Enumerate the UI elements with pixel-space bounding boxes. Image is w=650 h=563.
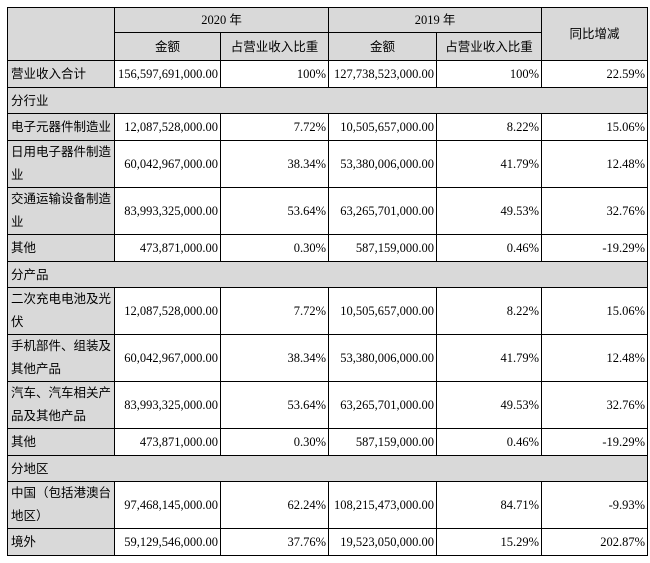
- share-2019: 49.53%: [436, 187, 543, 235]
- row-label: 二次充电电池及光伏: [7, 287, 115, 335]
- yoy-change: 12.48%: [541, 140, 649, 188]
- table-row: 其他 473,871,000.00 0.30% 587,159,000.00 0.46%…: [7, 428, 649, 456]
- amount-2019: 587,159,000.00: [328, 428, 438, 456]
- amount-2020: 60,042,967,000.00: [114, 334, 221, 382]
- yoy-change: -19.29%: [541, 428, 649, 456]
- section-row: 分产品: [6, 261, 649, 288]
- row-label: 其他: [7, 234, 115, 262]
- share-2020: 38.34%: [219, 140, 330, 188]
- header-share-2019: 占营业收入比重: [436, 32, 543, 61]
- yoy-change: 12.48%: [541, 334, 649, 382]
- amount-2020: 97,468,145,000.00: [114, 481, 221, 529]
- row-label: 营业收入合计: [7, 60, 115, 88]
- section-label: 分产品: [6, 261, 649, 288]
- section-row: 分地区: [6, 455, 649, 482]
- header-blank: [7, 7, 115, 61]
- share-2020: 100%: [219, 60, 330, 88]
- share-2019: 49.53%: [436, 381, 543, 429]
- table-row: 营业收入合计 156,597,691,000.00 100% 127,738,523,…: [7, 60, 649, 88]
- share-2020: 37.76%: [219, 528, 330, 556]
- row-label: 其他: [7, 428, 115, 456]
- amount-2019: 63,265,701,000.00: [328, 381, 438, 429]
- yoy-change: 202.87%: [541, 528, 649, 556]
- row-label: 中国（包括港澳台地区）: [7, 481, 115, 529]
- section-label: 分行业: [6, 87, 649, 114]
- header-2020: 2020 年: [113, 7, 330, 33]
- header-yoy: 同比增减: [541, 7, 649, 61]
- row-label: 电子元器件制造业: [7, 113, 115, 141]
- amount-2019: 63,265,701,000.00: [328, 187, 438, 235]
- yoy-change: -19.29%: [541, 234, 649, 262]
- amount-2020: 59,129,546,000.00: [114, 528, 221, 556]
- share-2019: 0.46%: [436, 428, 543, 456]
- table-row: 手机部件、组装及其他产品 60,042,967,000.00 38.34% 53,38…: [7, 334, 649, 382]
- share-2020: 0.30%: [219, 234, 330, 262]
- amount-2020: 83,993,325,000.00: [114, 187, 221, 235]
- share-2019: 84.71%: [436, 481, 543, 529]
- yoy-change: 32.76%: [541, 187, 649, 235]
- amount-2019: 108,215,473,000.00: [328, 481, 438, 529]
- table-row: 交通运输设备制造业 83,993,325,000.00 53.64% 63,265,7…: [7, 187, 649, 235]
- share-2019: 0.46%: [436, 234, 543, 262]
- amount-2020: 12,087,528,000.00: [114, 113, 221, 141]
- row-label: 日用电子器件制造业: [7, 140, 115, 188]
- amount-2020: 12,087,528,000.00: [114, 287, 221, 335]
- share-2020: 38.34%: [219, 334, 330, 382]
- amount-2019: 587,159,000.00: [328, 234, 438, 262]
- section-label: 分地区: [6, 455, 649, 482]
- yoy-change: 15.06%: [541, 287, 649, 335]
- share-2020: 7.72%: [219, 287, 330, 335]
- share-2020: 0.30%: [219, 428, 330, 456]
- share-2020: 7.72%: [219, 113, 330, 141]
- revenue-breakdown-table: 2020 年 2019 年 同比增减 金额 占营业收入比重 金额 占营业收入比重…: [6, 7, 649, 556]
- yoy-change: -9.93%: [541, 481, 649, 529]
- share-2019: 41.79%: [436, 140, 543, 188]
- amount-2019: 10,505,657,000.00: [328, 287, 438, 335]
- share-2019: 15.29%: [436, 528, 543, 556]
- header-amount-2020: 金额: [114, 32, 221, 61]
- amount-2019: 19,523,050,000.00: [328, 528, 438, 556]
- amount-2020: 156,597,691,000.00: [114, 60, 221, 88]
- row-label: 境外: [7, 528, 115, 556]
- row-label: 交通运输设备制造业: [7, 187, 115, 235]
- yoy-change: 32.76%: [541, 381, 649, 429]
- amount-2019: 53,380,006,000.00: [328, 334, 438, 382]
- share-2019: 8.22%: [436, 287, 543, 335]
- header-2019: 2019 年: [328, 7, 543, 33]
- share-2020: 53.64%: [219, 381, 330, 429]
- table-row: 汽车、汽车相关产品及其他产品 83,993,325,000.00 53.64% 63,…: [7, 381, 649, 429]
- amount-2020: 60,042,967,000.00: [114, 140, 221, 188]
- table-row: 二次充电电池及光伏 12,087,528,000.00 7.72% 10,505,65…: [7, 287, 649, 335]
- header-share-2020: 占营业收入比重: [219, 32, 330, 61]
- amount-2020: 83,993,325,000.00: [114, 381, 221, 429]
- table-row: 其他 473,871,000.00 0.30% 587,159,000.00 0.46%…: [7, 234, 649, 262]
- amount-2019: 53,380,006,000.00: [328, 140, 438, 188]
- table-body: 营业收入合计 156,597,691,000.00 100% 127,738,523,…: [6, 60, 649, 556]
- table-row: 电子元器件制造业 12,087,528,000.00 7.72% 10,505,657…: [7, 113, 649, 141]
- yoy-change: 22.59%: [541, 60, 649, 88]
- yoy-change: 15.06%: [541, 113, 649, 141]
- share-2020: 62.24%: [219, 481, 330, 529]
- amount-2019: 127,738,523,000.00: [328, 60, 438, 88]
- share-2020: 53.64%: [219, 187, 330, 235]
- row-label: 手机部件、组装及其他产品: [7, 334, 115, 382]
- table-row: 境外 59,129,546,000.00 37.76% 19,523,050,000.…: [7, 528, 649, 556]
- amount-2020: 473,871,000.00: [114, 428, 221, 456]
- header-amount-2019: 金额: [328, 32, 438, 61]
- amount-2019: 10,505,657,000.00: [328, 113, 438, 141]
- table-row: 日用电子器件制造业 60,042,967,000.00 38.34% 53,380,0…: [7, 140, 649, 188]
- row-label: 汽车、汽车相关产品及其他产品: [7, 381, 115, 429]
- amount-2020: 473,871,000.00: [114, 234, 221, 262]
- share-2019: 41.79%: [436, 334, 543, 382]
- share-2019: 8.22%: [436, 113, 543, 141]
- share-2019: 100%: [436, 60, 543, 88]
- table-row: 中国（包括港澳台地区） 97,468,145,000.00 62.24% 108,21…: [7, 481, 649, 529]
- section-row: 分行业: [6, 87, 649, 114]
